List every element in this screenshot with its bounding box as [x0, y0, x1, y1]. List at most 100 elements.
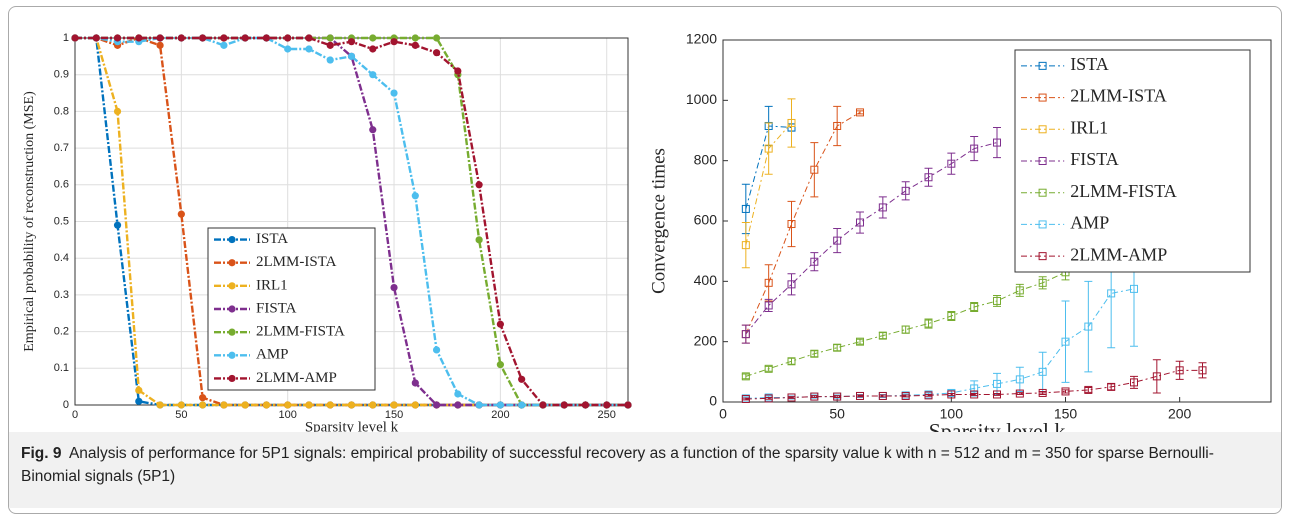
legend-label: FISTA — [256, 300, 297, 316]
error-bar — [833, 105, 842, 147]
legend-marker — [228, 235, 236, 244]
data-point — [833, 392, 842, 401]
data-point — [156, 401, 164, 409]
error-bar — [1015, 366, 1024, 392]
data-point — [787, 220, 796, 229]
legend-label: IRL1 — [256, 277, 288, 293]
data-point — [1175, 366, 1184, 375]
data-point — [901, 325, 910, 334]
data-point — [787, 393, 796, 402]
error-bar — [1061, 300, 1070, 383]
data-point — [856, 337, 864, 346]
data-point — [411, 41, 419, 49]
legend-label: 2LMM-AMP — [1070, 244, 1167, 264]
data-point — [369, 126, 377, 134]
data-point — [454, 390, 462, 398]
legend-marker — [1038, 157, 1047, 165]
data-point — [113, 221, 122, 229]
error-bar — [1015, 392, 1024, 395]
x-tick-label: 200 — [491, 409, 509, 421]
data-point — [432, 34, 441, 42]
error-bar — [947, 152, 956, 175]
legend-label: IRL1 — [1070, 117, 1108, 137]
error-bar — [856, 338, 864, 345]
data-point — [741, 330, 750, 339]
data-point — [1015, 389, 1024, 398]
error-bar — [856, 394, 864, 398]
y-tick-label: 200 — [694, 332, 718, 348]
error-bar — [833, 228, 842, 254]
error-bar — [741, 373, 750, 380]
legend-marker — [1038, 61, 1047, 70]
legend-marker — [1038, 252, 1047, 261]
data-point — [411, 401, 419, 409]
data-point — [411, 192, 419, 200]
data-point — [947, 390, 956, 399]
data-point — [1038, 388, 1047, 397]
data-point — [764, 144, 773, 153]
y-tick-label: 0.9 — [54, 69, 69, 81]
legend-label: 2LMM-ISTA — [1070, 86, 1167, 106]
data-point — [560, 401, 568, 409]
data-point — [924, 391, 933, 400]
x-tick-label: 150 — [385, 409, 403, 421]
error-bar — [787, 98, 796, 148]
data-point — [262, 401, 271, 409]
data-point — [475, 181, 483, 189]
caption: Fig. 9 Analysis of performance for 5P1 s… — [9, 432, 1281, 508]
data-point — [199, 401, 207, 409]
error-bar — [856, 211, 864, 234]
data-point — [432, 49, 441, 57]
data-point — [741, 372, 750, 381]
error-bar — [924, 393, 933, 397]
data-point — [993, 296, 1001, 305]
data-point — [326, 34, 334, 42]
data-point — [369, 401, 377, 409]
data-point — [856, 218, 864, 227]
data-point — [432, 346, 441, 354]
data-point — [369, 45, 377, 53]
data-point — [496, 320, 504, 328]
error-bar — [1175, 360, 1184, 380]
error-bar — [878, 196, 887, 219]
error-bar — [764, 396, 773, 400]
legend-marker — [228, 305, 236, 313]
y-tick-label: 400 — [694, 272, 718, 288]
legend-label: FISTA — [1070, 149, 1119, 169]
data-point — [1084, 322, 1093, 331]
data-point — [787, 280, 796, 289]
data-point — [603, 401, 611, 409]
legend-label: AMP — [256, 347, 289, 363]
data-point — [624, 401, 632, 409]
data-point — [326, 401, 334, 409]
x-tick-label: 100 — [940, 405, 964, 421]
data-point — [347, 38, 356, 46]
x-tick-label: 0 — [719, 405, 727, 421]
error-bar — [901, 181, 910, 201]
data-point — [326, 41, 334, 49]
data-point — [1015, 286, 1024, 295]
data-point — [220, 41, 228, 49]
data-point — [970, 384, 979, 393]
data-point — [518, 375, 526, 383]
y-tick-label: 0.5 — [54, 215, 69, 227]
data-point — [518, 401, 526, 409]
error-bar — [764, 298, 773, 312]
data-point — [1038, 367, 1047, 376]
data-point — [496, 401, 504, 409]
data-point — [305, 34, 313, 42]
data-point — [475, 236, 483, 244]
data-point — [741, 394, 750, 403]
data-point — [411, 379, 419, 387]
charts: 0 0.1 0.2 0.3 0.4 0.5 0.6 0.7 0.8 0.9 1 0 50 100 150 20… — [22, 31, 1272, 432]
y-axis-label: Empirical probability of reconstruction … — [22, 91, 37, 352]
data-point — [764, 394, 773, 403]
data-point — [856, 108, 864, 117]
x-tick-label: 100 — [279, 409, 297, 421]
x-tick-label: 150 — [1054, 405, 1078, 421]
data-point — [1107, 289, 1116, 298]
x-tick-label: 200 — [1168, 405, 1192, 421]
data-point — [326, 56, 334, 64]
data-point — [432, 401, 441, 409]
data-point — [199, 394, 207, 402]
